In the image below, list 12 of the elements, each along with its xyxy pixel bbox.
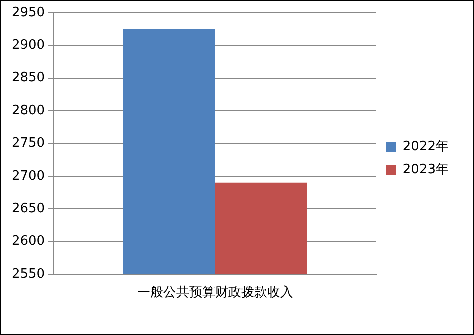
- y-tick-label: 2650: [12, 201, 46, 216]
- y-tick-label: 2750: [12, 136, 46, 152]
- y-tick-label: 2600: [12, 234, 46, 250]
- y-tick-label: 2900: [12, 38, 46, 54]
- legend-label: 2023年: [402, 162, 450, 178]
- y-tick-label: 2850: [12, 70, 46, 86]
- y-tick-label: 2800: [12, 103, 46, 118]
- legend-label: 2022年: [402, 139, 450, 154]
- y-tick-label: 2950: [12, 5, 46, 20]
- y-tick-label: 2700: [12, 168, 46, 184]
- x-tick-label: 一般公共预算财政拨款收入: [137, 286, 294, 301]
- y-tick-label: 2550: [12, 266, 46, 282]
